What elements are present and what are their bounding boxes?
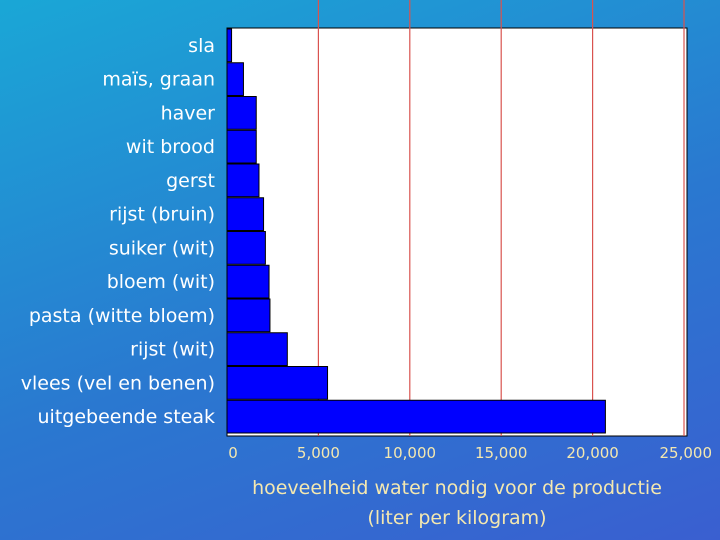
category-label: uitgebeende steak bbox=[38, 406, 215, 428]
x-tick-label: 15,000 bbox=[475, 444, 528, 462]
bar bbox=[226, 332, 288, 366]
category-labels: sla maïs, graan haver wit brood gerst rijst (… bbox=[21, 35, 215, 428]
category-label: wit brood bbox=[126, 136, 215, 158]
category-label: haver bbox=[161, 102, 216, 124]
bar bbox=[226, 264, 270, 299]
bars bbox=[226, 28, 606, 434]
x-tick-label: 10,000 bbox=[384, 444, 437, 462]
bar bbox=[226, 129, 257, 164]
bar bbox=[226, 366, 329, 400]
bar bbox=[226, 399, 606, 434]
x-axis-title-line1: hoeveelheid water nodig voor de producti… bbox=[252, 477, 662, 499]
category-label: sla bbox=[188, 35, 215, 57]
category-label: gerst bbox=[166, 170, 215, 192]
category-label: suiker (wit) bbox=[109, 237, 215, 259]
category-label: bloem (wit) bbox=[107, 271, 215, 293]
x-tick-label: 20,000 bbox=[566, 444, 619, 462]
gridlines bbox=[317, 0, 685, 436]
x-tick-label: 25,000 bbox=[660, 444, 713, 462]
category-label: pasta (witte bloem) bbox=[29, 305, 215, 327]
bar bbox=[226, 163, 260, 198]
bar bbox=[226, 96, 257, 130]
category-label: vlees (vel en benen) bbox=[21, 372, 215, 394]
x-tick-label: 5,000 bbox=[297, 444, 340, 462]
bar bbox=[226, 231, 266, 265]
x-axis-title-line2: (liter per kilogram) bbox=[367, 507, 546, 529]
category-label: maïs, graan bbox=[102, 69, 215, 91]
x-tick-labels: 0 5,000 10,000 15,000 20,000 25,000 bbox=[228, 444, 712, 462]
bar bbox=[226, 197, 265, 231]
bar bbox=[226, 298, 271, 333]
category-label: rijst (wit) bbox=[130, 339, 215, 361]
category-label: rijst (bruin) bbox=[109, 204, 215, 226]
bar bbox=[226, 28, 233, 63]
bar bbox=[226, 62, 244, 96]
x-tick-label: 0 bbox=[228, 444, 238, 462]
